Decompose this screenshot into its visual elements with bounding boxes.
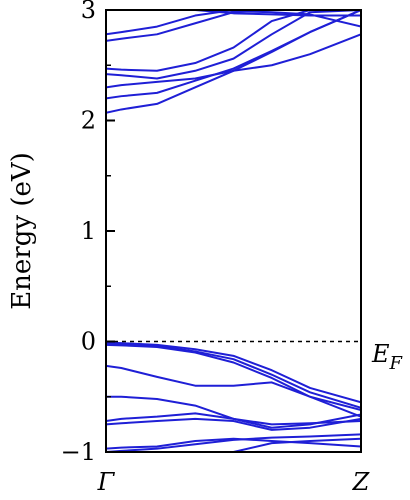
y-ticks: −1 0 1 2 3	[61, 0, 115, 466]
band-line	[106, 10, 361, 100]
band-line	[106, 10, 361, 36]
band-line	[106, 10, 361, 72]
band-line	[106, 412, 361, 429]
band-line	[106, 341, 361, 404]
fermi-level-label: EF	[371, 340, 404, 374]
y-tick-label: 0	[81, 328, 96, 356]
band-line	[106, 343, 361, 411]
band-line	[106, 433, 361, 452]
band-line	[106, 364, 361, 418]
band-line	[188, 10, 361, 17]
band-line	[106, 395, 361, 426]
band-line	[209, 10, 361, 28]
fermi-level-label-sub: F	[389, 353, 404, 374]
y-axis-label: Energy (eV)	[7, 152, 37, 310]
x-tick-label: Γ	[97, 468, 116, 496]
bands-layer	[106, 10, 361, 452]
band-line	[106, 342, 361, 409]
band-line	[106, 437, 361, 450]
y-tick-label: 2	[81, 107, 96, 135]
y-tick-label: 3	[81, 0, 96, 24]
x-tick-label: Z	[352, 468, 371, 496]
fermi-level-label-main: E	[371, 340, 390, 368]
y-tick-label: −1	[61, 438, 96, 466]
band-line	[106, 10, 361, 42]
y-tick-label: 1	[81, 217, 96, 245]
band-line	[106, 33, 361, 89]
band-line	[106, 10, 361, 114]
band-line	[106, 417, 361, 431]
band-line	[118, 437, 361, 452]
